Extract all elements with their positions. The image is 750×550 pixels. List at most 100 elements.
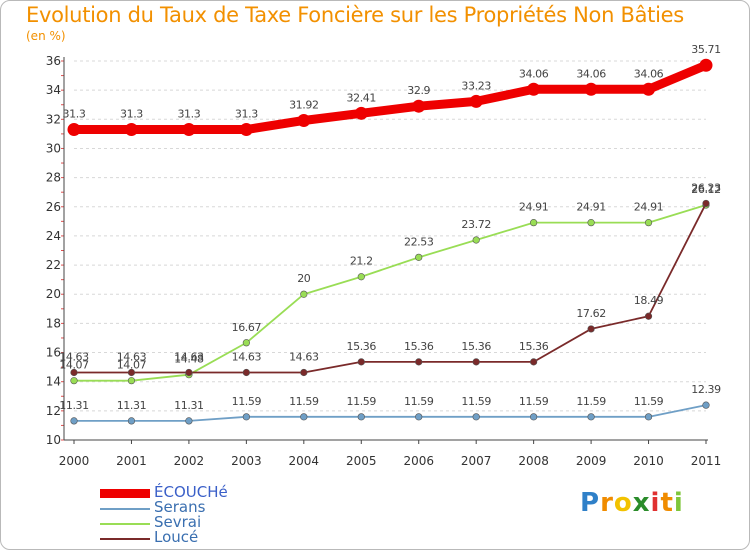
y-tick-label: 28 — [46, 171, 61, 185]
data-point — [587, 219, 595, 227]
data-point — [242, 413, 250, 421]
y-tick-label: 10 — [46, 433, 61, 447]
data-point — [527, 82, 541, 96]
data-point — [357, 413, 365, 421]
x-tick-label: 2011 — [691, 454, 722, 468]
data-label: 22.53 — [404, 235, 434, 248]
data-label: 34.06 — [576, 67, 606, 80]
series-lines — [67, 58, 713, 425]
y-tick-label: 32 — [46, 112, 61, 126]
data-point — [587, 413, 595, 421]
series-line-serans — [73, 404, 707, 422]
data-point — [242, 339, 250, 347]
data-point — [357, 273, 365, 281]
legend-swatch — [100, 489, 150, 498]
data-label: 14.07 — [117, 359, 147, 372]
x-tick-label: 2000 — [59, 454, 90, 468]
data-point — [472, 413, 480, 421]
data-point — [127, 377, 136, 385]
x-tick-label: 2008 — [518, 454, 549, 468]
data-point — [70, 417, 78, 425]
data-label: 31.3 — [63, 108, 86, 121]
data-label: 31.3 — [177, 108, 200, 121]
data-label: 11.59 — [289, 395, 319, 408]
data-point — [644, 219, 653, 227]
x-tick-label: 2005 — [346, 454, 377, 468]
data-point — [702, 401, 710, 409]
data-point — [644, 312, 653, 320]
y-tick-label: 20 — [46, 287, 61, 301]
logo-letter: P — [580, 488, 601, 518]
data-label: 11.59 — [634, 395, 664, 408]
logo-letter: x — [632, 488, 651, 518]
data-label: 33.23 — [461, 79, 491, 92]
data-point — [415, 413, 423, 421]
data-point — [354, 106, 368, 120]
legend-label: Sevrai — [154, 513, 202, 531]
y-tick-label: 26 — [46, 200, 61, 214]
legend-label: Serans — [154, 498, 206, 516]
data-point — [300, 290, 308, 298]
data-label: 11.31 — [174, 399, 204, 412]
data-point — [587, 325, 595, 333]
data-point — [242, 368, 250, 377]
logo-letter: i — [673, 488, 684, 518]
data-point — [644, 413, 653, 421]
data-point — [70, 368, 78, 377]
data-label: 14.63 — [174, 351, 204, 364]
data-label: 14.63 — [117, 351, 147, 364]
data-label: 11.59 — [519, 395, 549, 408]
legend-item: Serans — [100, 498, 320, 516]
y-tick-label: 16 — [46, 346, 61, 360]
data-labels: 31.3 31.3 31.3 31.3 31.92 32.41 32.9 33.23 34.06… — [59, 43, 721, 412]
x-tick-label: 2009 — [576, 454, 607, 468]
x-tick-label: 2007 — [461, 454, 492, 468]
y-tick-label: 12 — [46, 404, 61, 418]
legend-swatch — [100, 523, 150, 525]
data-label: 11.59 — [347, 395, 377, 408]
data-label: 32.9 — [407, 84, 430, 97]
data-point — [185, 417, 193, 425]
data-point — [472, 236, 480, 244]
y-tick-label: 14 — [46, 375, 61, 389]
proxiti-logo: Proxiti — [580, 488, 684, 518]
axes: 10 12 14 16 18 20 22 24 26 28 30 32 34 36 2000 2001 2002… — [46, 54, 722, 468]
data-point — [530, 358, 538, 366]
y-tick-label: 18 — [46, 316, 61, 330]
data-label: 31.3 — [120, 108, 143, 121]
chart-title: Evolution du Taux de Taxe Foncière sur l… — [26, 3, 684, 27]
data-label: 15.36 — [347, 340, 377, 353]
data-label: 11.59 — [576, 395, 606, 408]
data-label: 16.67 — [232, 321, 262, 334]
data-label: 11.59 — [404, 395, 434, 408]
legend-swatch — [100, 508, 150, 510]
data-label: 17.62 — [576, 307, 606, 320]
y-tick-label: 24 — [46, 229, 61, 243]
data-label: 14.48 — [174, 353, 204, 366]
data-label: 26.23 — [691, 181, 721, 194]
data-label: 35.71 — [691, 43, 721, 56]
data-label: 31.92 — [289, 98, 319, 111]
legend-label: Loucé — [154, 528, 199, 546]
data-point — [67, 123, 81, 137]
x-tick-label: 2002 — [174, 454, 205, 468]
logo-letter: i — [650, 488, 661, 518]
data-label: 12.39 — [691, 383, 721, 396]
data-label: 15.36 — [519, 340, 549, 353]
data-label: 11.31 — [59, 399, 89, 412]
grid-lines — [74, 60, 706, 441]
data-label: 14.63 — [289, 351, 319, 364]
data-point — [127, 417, 136, 425]
data-point — [702, 199, 710, 208]
data-label: 26.12 — [691, 183, 721, 196]
data-label: 11.59 — [232, 395, 262, 408]
y-tick-label: 34 — [46, 83, 61, 97]
data-label: 23.72 — [461, 218, 491, 231]
x-tick-label: 2003 — [231, 454, 262, 468]
data-label: 14.07 — [59, 359, 89, 372]
data-point — [357, 358, 365, 366]
y-axis-unit-label: (en %) — [26, 29, 66, 43]
data-label: 31.3 — [235, 108, 258, 121]
series-line-ecouche — [69, 60, 711, 135]
